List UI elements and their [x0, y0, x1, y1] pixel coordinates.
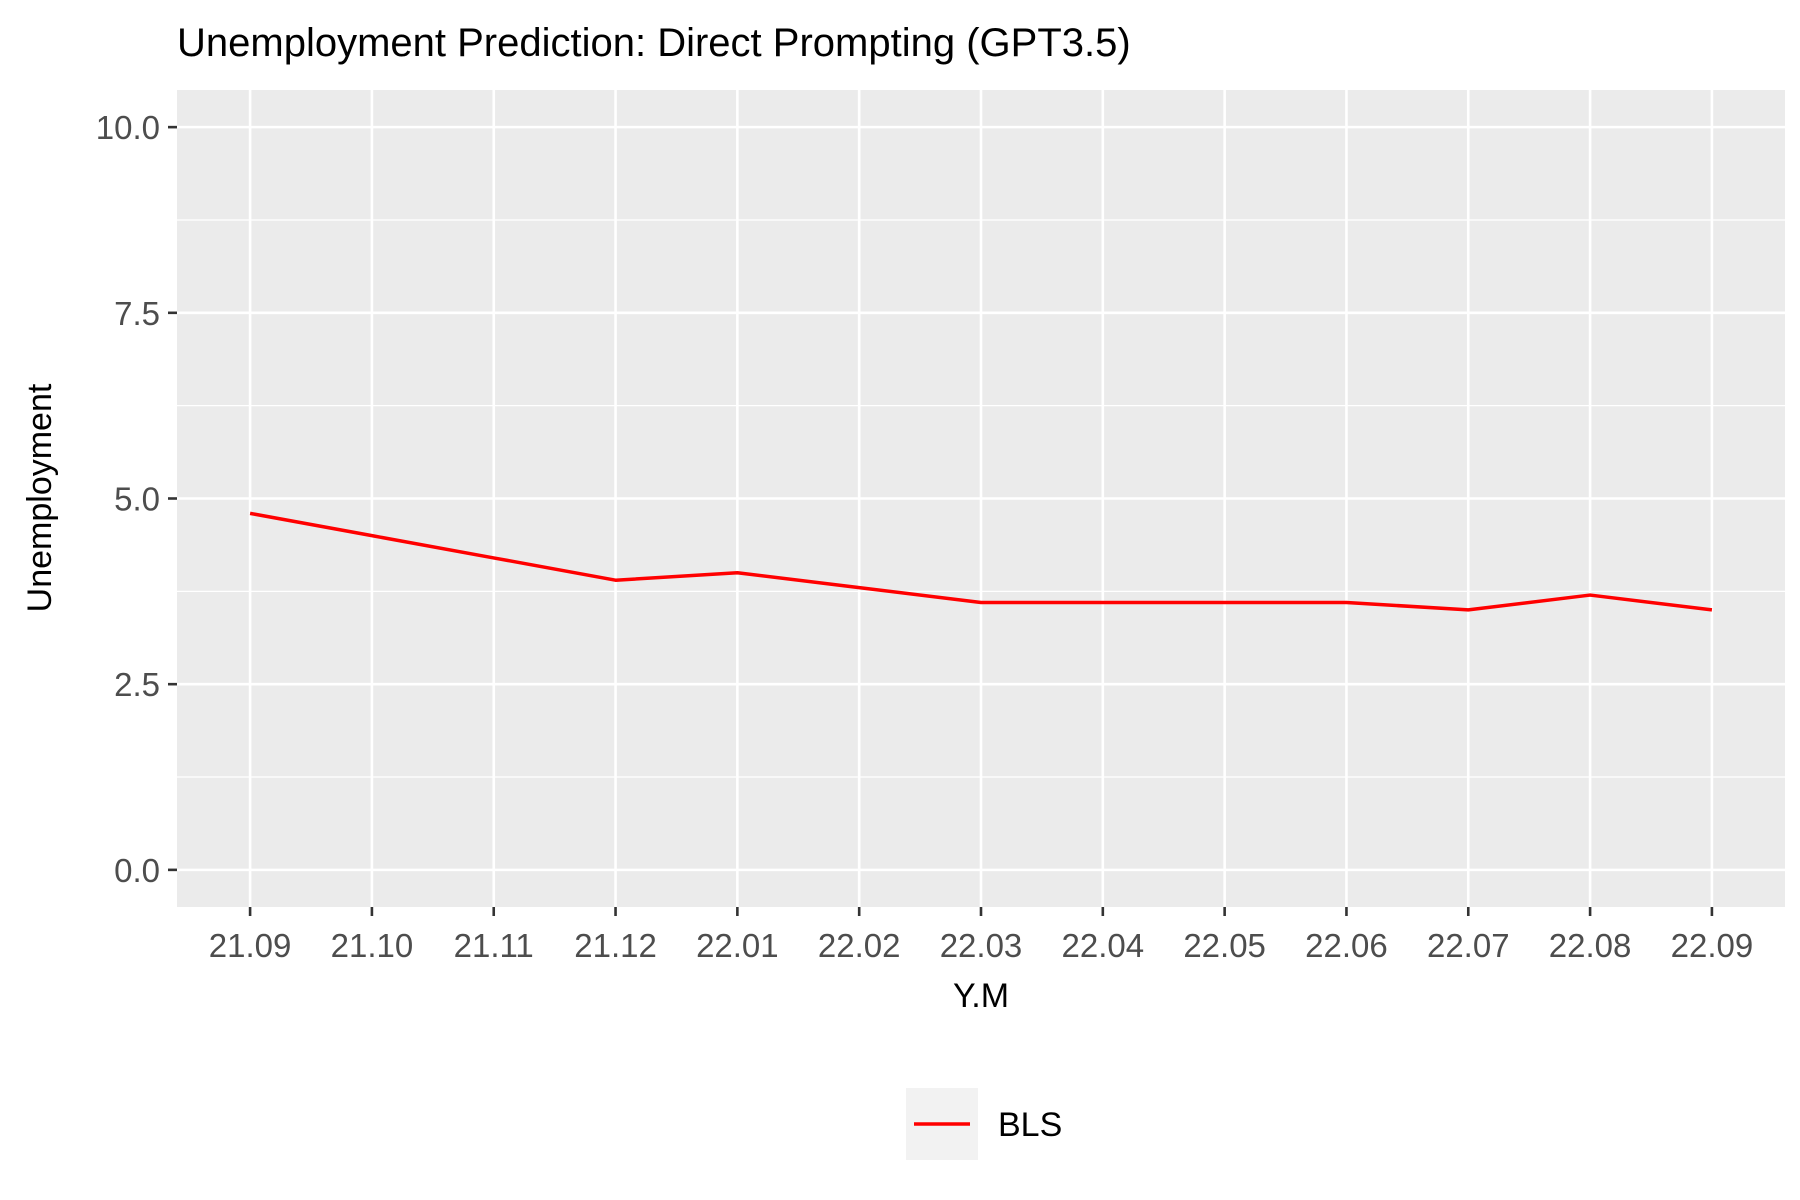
- x-tick-label: 22.01: [696, 927, 779, 964]
- x-tick-label: 21.12: [574, 927, 657, 964]
- y-tick-label: 0.0: [114, 852, 160, 889]
- series-layer: [249, 511, 1713, 612]
- x-tick-label: 22.08: [1549, 927, 1632, 964]
- x-tick-label: 22.03: [940, 927, 1023, 964]
- x-tick-label: 22.05: [1183, 927, 1266, 964]
- legend: BLS: [906, 1088, 1062, 1160]
- x-tick-label: 21.11: [454, 927, 534, 964]
- x-axis: 21.09 21.10 21.11 21.12 22.01 22.02 22.03 22.04…: [209, 907, 1753, 964]
- x-axis-title: Y.M: [953, 977, 1009, 1015]
- y-axis-title: Unemployment: [21, 383, 59, 612]
- x-tick-label: 22.06: [1305, 927, 1388, 964]
- y-tick-label: 5.0: [114, 481, 160, 518]
- series-line-bls: [249, 511, 1713, 612]
- legend-label-bls: BLS: [998, 1106, 1062, 1144]
- y-tick-label: 10.0: [96, 109, 160, 146]
- major-gridlines: [177, 90, 1785, 907]
- x-tick-label: 22.09: [1671, 927, 1754, 964]
- x-tick-label: 22.02: [818, 927, 901, 964]
- y-axis: 0.0 2.5 5.0 7.5 10.0: [96, 109, 177, 889]
- x-tick-label: 22.07: [1427, 927, 1510, 964]
- x-tick-label: 22.04: [1062, 927, 1145, 964]
- y-tick-label: 2.5: [114, 666, 160, 703]
- chart-title: Unemployment Prediction: Direct Promptin…: [177, 21, 1131, 65]
- x-tick-label: 21.09: [209, 927, 292, 964]
- y-tick-label: 7.5: [114, 295, 160, 332]
- x-tick-label: 21.10: [331, 927, 414, 964]
